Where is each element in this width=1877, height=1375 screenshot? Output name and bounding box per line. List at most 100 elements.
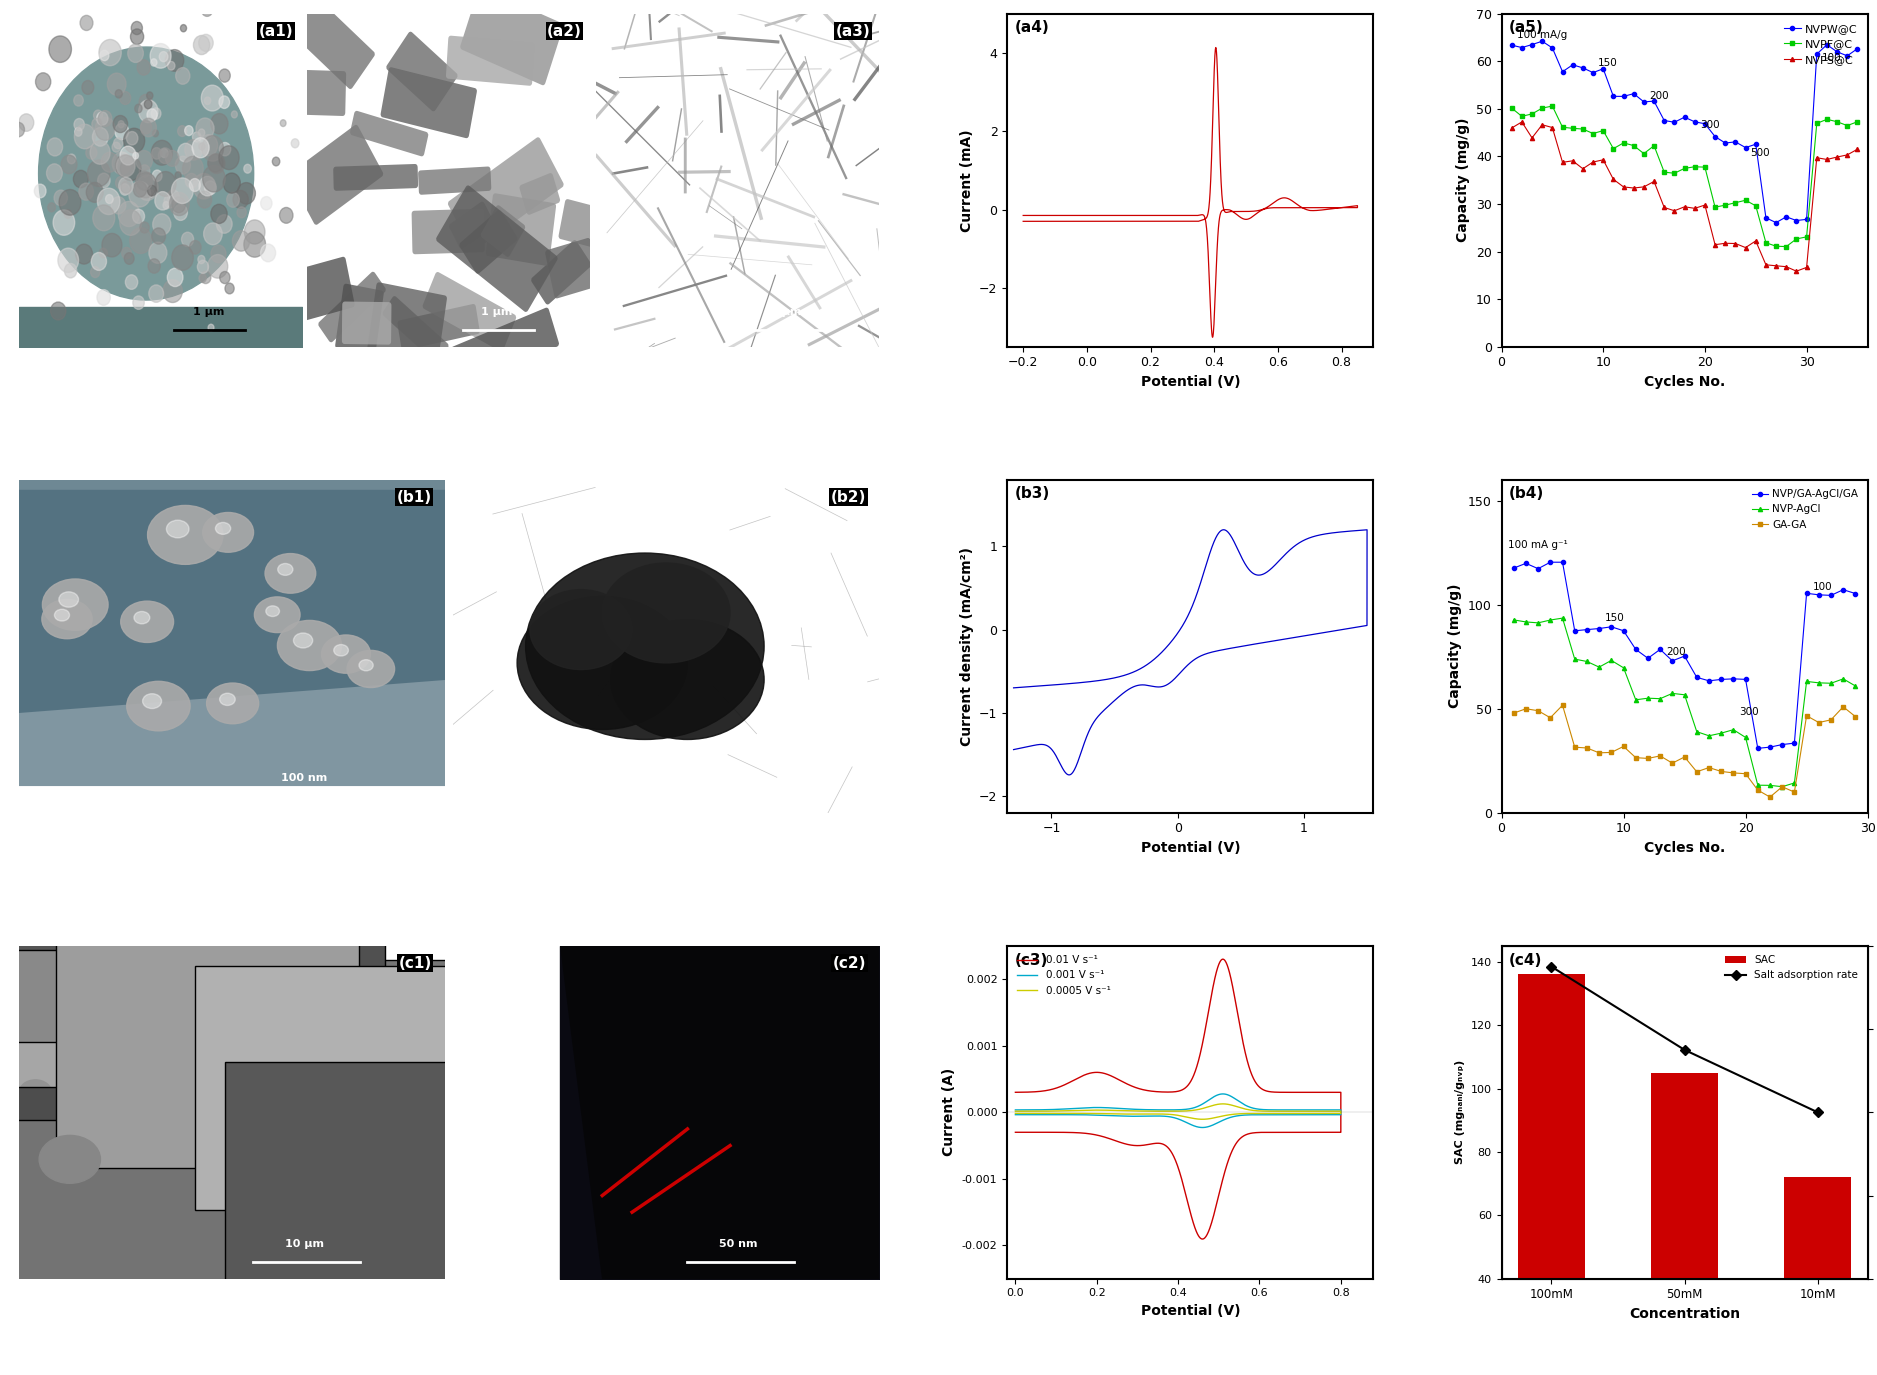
NVPF@C — [1714, 197, 1736, 213]
Circle shape — [126, 275, 137, 289]
Circle shape — [34, 1180, 77, 1213]
Circle shape — [180, 25, 186, 32]
Circle shape — [39, 1136, 101, 1184]
FancyBboxPatch shape — [0, 1118, 315, 1364]
Text: 200: 200 — [1650, 91, 1669, 102]
Circle shape — [190, 179, 201, 191]
Text: 100 mA g⁻¹: 100 mA g⁻¹ — [1507, 540, 1567, 550]
Circle shape — [135, 150, 152, 170]
NVPF@C — [1725, 194, 1747, 210]
Line: NVP/GA-AgCl/GA: NVP/GA-AgCl/GA — [1511, 560, 1858, 751]
Circle shape — [133, 209, 145, 223]
FancyBboxPatch shape — [69, 1155, 374, 1375]
NVPW@C — [1714, 135, 1736, 151]
NVPF@C — [1622, 138, 1644, 154]
NVP/GA-AgCl/GA — [1648, 641, 1671, 657]
Circle shape — [128, 682, 190, 732]
NVPW@C — [1603, 88, 1625, 104]
NVP/GA-AgCl/GA — [1710, 671, 1732, 688]
FancyBboxPatch shape — [342, 301, 392, 345]
NVPS@C — [1582, 154, 1605, 170]
GA-GA — [1588, 745, 1610, 762]
Circle shape — [139, 100, 158, 122]
FancyBboxPatch shape — [0, 1121, 268, 1354]
NVP-AgCl — [1502, 612, 1524, 628]
Circle shape — [244, 1129, 270, 1150]
Text: 300: 300 — [1740, 707, 1759, 716]
0.001 V s⁻¹ — [1004, 1107, 1027, 1123]
NVPW@C — [1511, 40, 1534, 56]
Bar — [1518, 975, 1584, 1375]
NVPF@C — [1744, 198, 1766, 214]
NVPW@C — [1725, 133, 1747, 150]
Circle shape — [58, 190, 81, 216]
NVP-AgCl — [1721, 722, 1744, 738]
NVPS@C — [1826, 148, 1849, 165]
Circle shape — [526, 553, 764, 740]
Circle shape — [120, 182, 131, 194]
GA-GA — [1599, 744, 1622, 760]
Circle shape — [137, 59, 150, 76]
NVPF@C — [1684, 158, 1706, 175]
FancyBboxPatch shape — [145, 1081, 454, 1323]
Circle shape — [208, 154, 223, 172]
GA-GA — [1502, 705, 1524, 722]
NVPS@C — [1622, 180, 1644, 197]
NVP/GA-AgCl/GA — [1746, 740, 1768, 756]
Text: (b2): (b2) — [832, 490, 867, 505]
Circle shape — [145, 1111, 169, 1130]
Text: 100 nm: 100 nm — [282, 773, 327, 782]
Text: 50 nm: 50 nm — [719, 1239, 758, 1248]
Circle shape — [156, 172, 176, 197]
Circle shape — [75, 245, 92, 264]
Circle shape — [148, 506, 223, 564]
Line: 0.001 V s⁻¹: 0.001 V s⁻¹ — [1015, 1094, 1340, 1127]
NVPS@C — [1562, 153, 1584, 169]
Circle shape — [347, 650, 394, 688]
Circle shape — [90, 140, 111, 164]
Text: 100: 100 — [1823, 54, 1841, 63]
Circle shape — [163, 279, 182, 302]
0.0005 V s⁻¹ — [1004, 1106, 1027, 1122]
Circle shape — [43, 579, 109, 630]
NVPW@C — [1693, 116, 1716, 132]
Circle shape — [210, 114, 227, 133]
Circle shape — [220, 69, 231, 82]
Circle shape — [118, 201, 139, 227]
Circle shape — [255, 597, 300, 632]
Circle shape — [47, 204, 56, 212]
Circle shape — [173, 197, 186, 213]
Circle shape — [86, 146, 98, 160]
Circle shape — [175, 172, 182, 179]
NVPS@C — [1500, 120, 1522, 136]
Circle shape — [188, 1213, 263, 1272]
NVP/GA-AgCl/GA — [1808, 587, 1830, 604]
FancyBboxPatch shape — [77, 1067, 394, 1316]
Circle shape — [120, 146, 135, 165]
Circle shape — [53, 210, 75, 235]
NVPF@C — [1704, 199, 1727, 216]
NVPS@C — [1794, 258, 1817, 275]
NVPS@C — [1532, 117, 1554, 133]
FancyBboxPatch shape — [0, 1097, 208, 1339]
NVP/GA-AgCl/GA — [1539, 554, 1562, 571]
0.01 V s⁻¹ — [1162, 1084, 1184, 1100]
Text: (a1): (a1) — [259, 23, 293, 38]
NVPW@C — [1654, 113, 1676, 129]
NVP-AgCl — [1832, 671, 1854, 688]
NVPS@C — [1654, 199, 1676, 216]
NVPW@C — [1806, 45, 1828, 62]
Circle shape — [128, 44, 143, 62]
NVP-AgCl — [1526, 615, 1549, 631]
Text: 1 μm: 1 μm — [770, 307, 801, 316]
Circle shape — [208, 254, 227, 278]
Circle shape — [163, 202, 169, 209]
Circle shape — [120, 601, 173, 642]
Circle shape — [197, 191, 212, 208]
FancyBboxPatch shape — [0, 1088, 300, 1334]
NVPS@C — [1785, 263, 1808, 279]
Circle shape — [280, 208, 293, 223]
Circle shape — [173, 245, 193, 271]
Circle shape — [49, 36, 71, 62]
Circle shape — [98, 110, 113, 126]
